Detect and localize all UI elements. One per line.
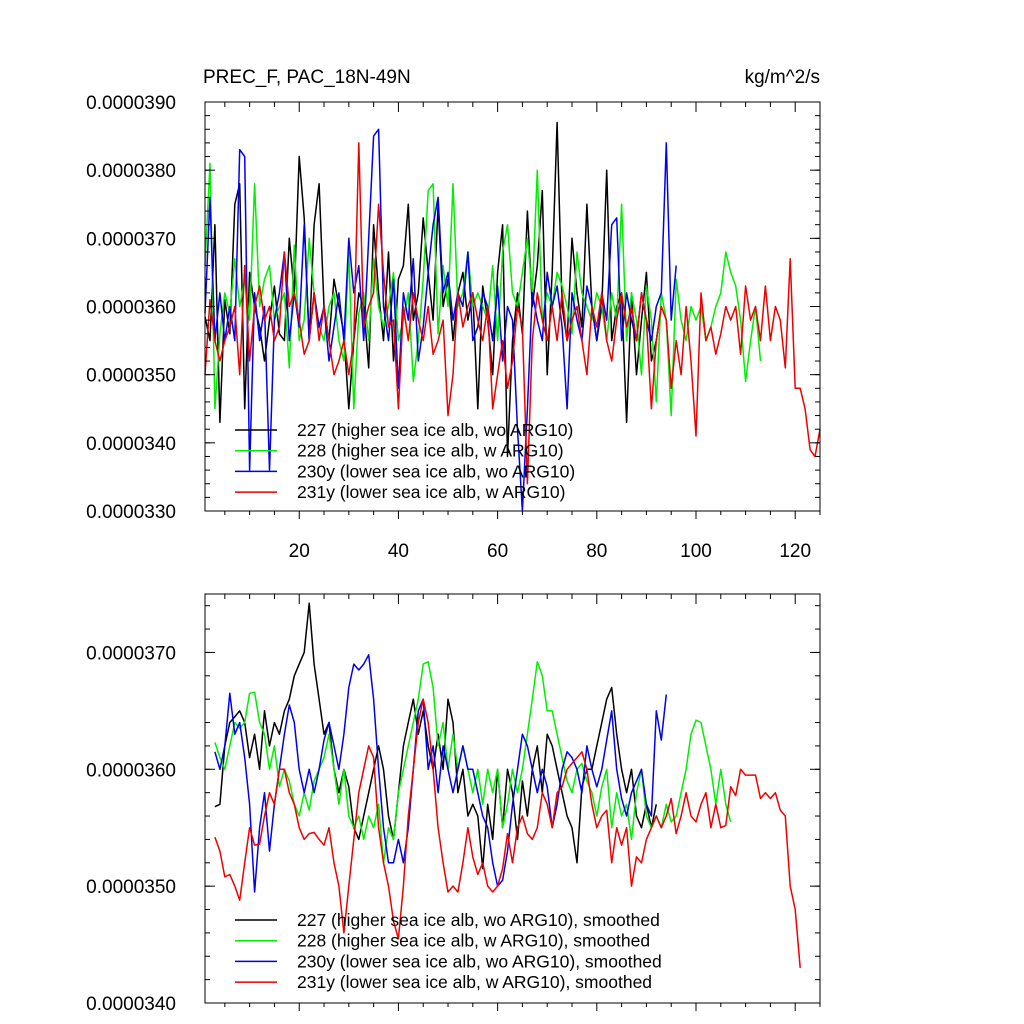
series-line-0-3 (204, 142, 821, 485)
y-tick-label: 0.0000350 (86, 366, 176, 387)
series-line-1-1 (214, 661, 732, 864)
x-tick-label: 60 (487, 541, 508, 562)
y-tick-label: 0.0000370 (86, 229, 176, 250)
y-tick-label: 0.0000360 (86, 298, 176, 319)
y-tick-label: 0.0000360 (86, 760, 176, 781)
legend-label: 231y (lower sea ice alb, w ARG10) (297, 482, 565, 502)
bottom-panel: 0.0000340 0.0000350 0.0000360 0.0000370 227… (86, 593, 821, 1015)
x-tick-label: 120 (779, 541, 811, 562)
x-tick-label: 20 (289, 541, 310, 562)
y-tick-label: 0.0000370 (86, 643, 176, 664)
legend-label: 230y (lower sea ice alb, wo ARG10) (297, 461, 575, 481)
legend-label: 228 (higher sea ice alb, w ARG10), smoot… (297, 931, 650, 951)
x-tick-label: 40 (388, 541, 409, 562)
bottom-plot-lines (214, 602, 801, 968)
y-tick-label: 0.0000340 (86, 994, 176, 1015)
top-panel: 0.0000330 0.0000340 0.0000350 0.0000360 0.00… (86, 93, 821, 562)
x-tick-label: 80 (586, 541, 607, 562)
bottom-plot-frame (204, 593, 821, 1004)
legend-label: 227 (higher sea ice alb, wo ARG10) (297, 420, 573, 440)
legend-label: 231y (lower sea ice alb, w ARG10), smoot… (297, 972, 652, 992)
bottom-legend: 227 (higher sea ice alb, wo ARG10), smoo… (235, 910, 662, 992)
series-line-1-3 (214, 698, 801, 968)
y-tick-label: 0.0000380 (86, 161, 176, 182)
bottom-axis-ticks: 0.0000340 0.0000350 0.0000360 0.0000370 (86, 594, 821, 1015)
legend-label: 230y (lower sea ice alb, wo ARG10), smoo… (297, 951, 662, 971)
top-plot-lines (204, 121, 821, 512)
top-legend: 227 (higher sea ice alb, wo ARG10)228 (h… (235, 420, 575, 502)
top-axis-ticks: 0.0000330 0.0000340 0.0000350 0.0000360 0.00… (86, 93, 821, 562)
title-left: PREC_F, PAC_18N-49N (203, 67, 411, 88)
legend-label: 228 (higher sea ice alb, w ARG10) (297, 441, 564, 461)
y-tick-label: 0.0000340 (86, 434, 176, 455)
y-tick-label: 0.0000330 (86, 502, 176, 523)
series-line-1-0 (214, 602, 658, 870)
series-line-1-2 (214, 654, 668, 893)
y-tick-label: 0.0000350 (86, 877, 176, 898)
series-line-0-0 (204, 121, 663, 458)
y-tick-label: 0.0000390 (86, 93, 176, 114)
legend-label: 227 (higher sea ice alb, wo ARG10), smoo… (297, 910, 660, 930)
x-tick-label: 100 (680, 541, 712, 562)
title-right: kg/m^2/s (745, 67, 820, 88)
